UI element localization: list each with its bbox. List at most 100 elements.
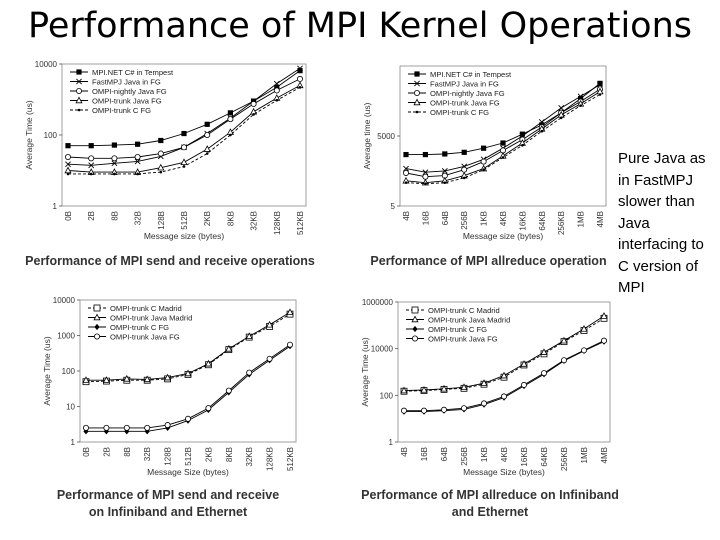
x-tick-label: 32B — [143, 447, 152, 461]
data-point — [297, 68, 303, 74]
y-tick-label: 100 — [62, 367, 76, 376]
x-tick-label: 0B — [82, 447, 91, 457]
x-tick-label: 4MB — [600, 447, 609, 463]
data-point — [560, 336, 568, 344]
slide-title: Performance of MPI Kernel Operations — [27, 6, 693, 46]
data-point — [204, 132, 211, 139]
data-point — [600, 312, 608, 319]
data-point — [500, 140, 506, 146]
legend-marker — [77, 108, 81, 112]
data-point — [157, 163, 165, 171]
x-tick-label: 2KB — [204, 447, 213, 462]
data-point — [275, 98, 279, 102]
series-3 — [83, 341, 293, 431]
x-tick-label: 128B — [157, 211, 166, 230]
x-tick-label: 32KB — [250, 211, 259, 231]
x-tick-label: 4B — [400, 447, 409, 457]
caption-send-receive: Performance of MPI send and receive oper… — [25, 254, 315, 268]
data-point — [180, 158, 188, 166]
legend-marker — [414, 89, 421, 96]
legend-marker — [414, 80, 420, 87]
series-3 — [401, 337, 607, 414]
data-point — [286, 308, 294, 316]
data-point — [64, 166, 72, 174]
data-point — [558, 104, 565, 111]
data-point — [227, 110, 233, 116]
data-point — [598, 93, 602, 96]
legend-label: FastMPJ Java in FG — [92, 78, 161, 87]
data-point — [540, 129, 544, 133]
x-tick-label: 256B — [460, 447, 469, 466]
data-point — [422, 151, 428, 158]
chart-svg: 1 10 100 1000 10000 0B 2B 8B 32B 128B 512B 2KB 8KB 32… — [42, 296, 297, 477]
data-point — [266, 355, 273, 362]
data-point — [500, 371, 508, 379]
y-tick-label: 1 — [53, 202, 58, 211]
series-4 — [66, 86, 302, 176]
data-point — [65, 154, 72, 161]
data-point — [579, 104, 582, 107]
legend-marker — [411, 306, 419, 314]
data-point — [422, 173, 429, 180]
x-tick-label: 256KB — [560, 447, 569, 471]
legend-marker — [76, 87, 83, 94]
x-tick-label: 2KB — [203, 211, 212, 226]
data-point — [182, 165, 186, 168]
data-point — [205, 405, 212, 412]
x-tick-label: 256B — [460, 211, 469, 230]
chart-svg: 1 100 10000 0B 2B 8B 32B 128B 512B 2KB 8KB 32KB 128K… — [24, 60, 307, 241]
data-point — [401, 407, 408, 414]
legend-label: OMPI-trunk Java FG — [428, 335, 498, 344]
legend-marker — [94, 333, 101, 340]
x-tick-label: 128B — [164, 447, 173, 466]
data-point — [203, 145, 211, 152]
x-tick-label: 2B — [102, 447, 111, 457]
legend-marker — [76, 78, 82, 85]
data-point — [519, 131, 525, 137]
data-point — [480, 158, 487, 165]
legend-label: OMPI-nightly Java FG — [430, 89, 505, 98]
series-1 — [400, 312, 608, 394]
data-point — [597, 80, 603, 86]
data-point — [225, 387, 232, 394]
data-point — [580, 347, 587, 354]
chart-svg: 5 5000 4B 16B 64B 256B 1KB 4KB 16KB 64KB 256KB 1MB 4… — [362, 65, 607, 241]
y-tick-label: 10000 — [35, 60, 58, 69]
data-point — [136, 172, 139, 176]
data-point — [480, 379, 488, 386]
data-point — [600, 337, 607, 344]
data-point — [164, 373, 172, 381]
data-point — [500, 393, 507, 400]
y-tick-label: 100 — [380, 391, 394, 400]
data-point — [157, 150, 164, 157]
x-tick-label: 2B — [87, 211, 96, 221]
series-1 — [82, 308, 294, 383]
x-tick-label: 256KB — [557, 211, 566, 235]
x-tick-label: 8KB — [226, 211, 235, 226]
data-point — [144, 424, 151, 431]
legend-label: OMPI-trunk C FG — [428, 325, 487, 334]
y-axis-title: Average Time (us) — [360, 337, 370, 406]
x-axis-title: Message size (bytes) — [463, 231, 543, 241]
data-point — [88, 162, 95, 169]
data-point — [560, 357, 567, 364]
legend-label: OMPI-trunk C Madrid — [110, 304, 182, 313]
legend-label: OMPI-trunk C FG — [92, 106, 151, 115]
data-point — [404, 181, 408, 184]
data-point — [88, 143, 94, 149]
legend-marker — [413, 98, 421, 106]
data-point — [577, 93, 584, 100]
legend-marker — [94, 323, 100, 331]
caption-send-receive-infiniband: Performance of MPI send and receive on I… — [56, 488, 280, 519]
x-tick-label: 8B — [110, 211, 119, 221]
x-tick-label: 64KB — [540, 447, 549, 467]
legend-label: OMPI-nightly Java FG — [92, 87, 167, 96]
data-point — [538, 119, 545, 125]
data-point — [111, 142, 117, 148]
x-axis-title: Message size (bytes) — [144, 231, 224, 241]
y-axis-title: Average time (us) — [362, 102, 372, 169]
data-point — [442, 151, 448, 157]
